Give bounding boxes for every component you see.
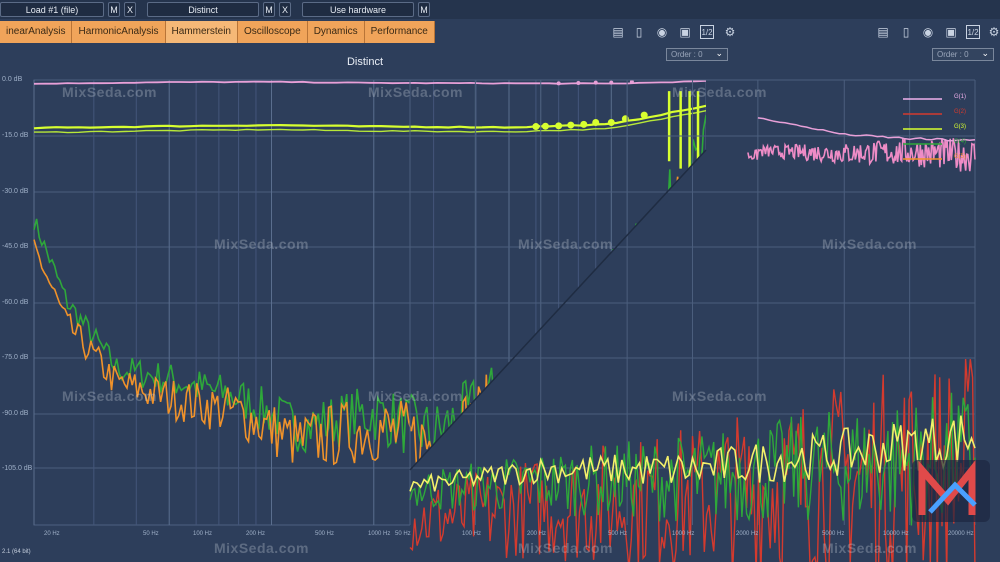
one-half-icon[interactable]: 1/2	[700, 25, 714, 39]
series-point	[580, 120, 588, 128]
camera-icon[interactable]: ▣	[945, 25, 957, 39]
x-tick-label: 2000 Hz	[736, 531, 759, 537]
eye-icon[interactable]: ◉	[922, 25, 934, 39]
tab-performance[interactable]: Performance	[364, 21, 435, 43]
series-point	[609, 80, 614, 85]
use-hardware-button[interactable]: Use hardware	[302, 2, 414, 17]
x-tick-label: 100 Hz	[193, 531, 213, 537]
watermark-text: MixSeda.com	[62, 388, 157, 404]
watermark-text: MixSeda.com	[822, 236, 917, 252]
series-point	[629, 79, 634, 84]
series-point	[576, 80, 581, 85]
series-point	[532, 123, 540, 131]
load-file-button[interactable]: Load #1 (file)	[0, 2, 104, 17]
gear-icon[interactable]: ⚙	[724, 25, 736, 39]
y-tick-label: -105.0 dB	[2, 465, 33, 472]
version-footer: 2.1 (64 bit)	[2, 549, 31, 555]
x-tick-label: 50 Hz	[143, 531, 159, 537]
series-point	[556, 81, 561, 86]
tab-harmonic-analysis[interactable]: HarmonicAnalysis	[72, 21, 166, 43]
series-line-g3	[409, 415, 976, 492]
close-button-2[interactable]: X	[279, 2, 291, 17]
chevron-down-icon: ⌄	[981, 48, 989, 58]
y-tick-label: 0.0 dB	[2, 76, 23, 83]
watermark-text: MixSeda.com	[518, 236, 613, 252]
series-point	[621, 115, 629, 123]
notes-icon[interactable]: ▤	[877, 25, 889, 39]
x-tick-label: 1000 Hz	[672, 531, 695, 537]
gear-icon[interactable]: ⚙	[988, 25, 1000, 39]
x-tick-label: 200 Hz	[246, 531, 266, 537]
mode-select[interactable]: Distinct	[147, 2, 259, 17]
series-line-g5	[409, 358, 976, 562]
y-tick-label: -90.0 dB	[2, 410, 29, 417]
legend-g3: G(3)	[954, 124, 966, 130]
tab-dynamics[interactable]: Dynamics	[307, 21, 365, 43]
series-point	[567, 121, 575, 129]
book-icon[interactable]: ▯	[635, 25, 643, 39]
series-line-g2	[747, 137, 976, 172]
divider-edge	[409, 149, 707, 471]
mute-button-3[interactable]: M	[418, 2, 430, 17]
watermark-text: MixSeda.com	[518, 540, 613, 556]
y-tick-label: -60.0 dB	[2, 299, 29, 306]
close-button-1[interactable]: X	[124, 2, 136, 17]
series-point	[607, 118, 615, 126]
x-tick-label: 20 Hz	[44, 531, 60, 537]
chart-title: Distinct	[346, 56, 384, 68]
legend-g5: G(5)	[954, 154, 966, 160]
series-line-g1	[757, 117, 976, 142]
series-point	[592, 118, 600, 126]
x-tick-label: 200 Hz	[527, 531, 547, 537]
watermark-text: MixSeda.com	[822, 540, 917, 556]
x-tick-label: 100 Hz	[462, 531, 482, 537]
logo-icon-mark	[918, 460, 976, 515]
y-tick-label: -15.0 dB	[2, 132, 29, 139]
watermark-text: MixSeda.com	[368, 84, 463, 100]
notes-icon[interactable]: ▤	[612, 25, 624, 39]
chevron-down-icon: ⌄	[715, 48, 723, 58]
mute-button-2[interactable]: M	[263, 2, 275, 17]
series-point	[640, 111, 648, 119]
watermark-text: MixSeda.com	[672, 388, 767, 404]
order-dropdown-right[interactable]: Order : 0 ⌄	[932, 48, 994, 61]
book-icon[interactable]: ▯	[902, 25, 910, 39]
analysis-tabs: inearAnalysis HarmonicAnalysis Hammerste…	[0, 21, 435, 43]
series-point	[555, 122, 563, 130]
watermark-text: MixSeda.com	[672, 84, 767, 100]
series-line-yellow-2	[34, 110, 707, 134]
camera-icon[interactable]: ▣	[679, 25, 691, 39]
legend-g2: G(2)	[954, 109, 966, 115]
tab-hammerstein[interactable]: Hammerstein	[165, 21, 238, 43]
y-tick-label: -45.0 dB	[2, 243, 29, 250]
x-tick-label: 500 Hz	[315, 531, 335, 537]
watermark-text: MixSeda.com	[214, 540, 309, 556]
order-dropdown-label: Order : 0	[671, 50, 703, 59]
x-tick-label: 500 Hz	[608, 531, 628, 537]
tab-linear-analysis[interactable]: inearAnalysis	[0, 21, 73, 43]
y-tick-label: -75.0 dB	[2, 354, 29, 361]
order-dropdown-left[interactable]: Order : 0 ⌄	[666, 48, 728, 61]
watermark-text: MixSeda.com	[62, 84, 157, 100]
watermark-text: MixSeda.com	[214, 236, 309, 252]
series-point	[541, 122, 549, 130]
one-half-icon[interactable]: 1/2	[966, 25, 980, 39]
legend-g4: G(4)	[954, 139, 966, 145]
tab-oscilloscope[interactable]: Oscilloscope	[237, 21, 308, 43]
x-tick-label: 5000 Hz	[822, 531, 845, 537]
legend-g1: G(1)	[954, 94, 966, 100]
series-point	[593, 80, 598, 85]
order-dropdown-label: Order : 0	[937, 50, 969, 59]
x-tick-label: 10000 Hz	[883, 531, 909, 537]
mute-button-1[interactable]: M	[108, 2, 120, 17]
y-tick-label: -30.0 dB	[2, 188, 29, 195]
x-tick-label: 20000 Hz	[948, 531, 974, 537]
eye-icon[interactable]: ◉	[656, 25, 668, 39]
x-tick-label: 50 Hz	[395, 531, 411, 537]
watermark-text: MixSeda.com	[368, 388, 463, 404]
x-tick-label: 1000 Hz	[368, 531, 391, 537]
series-line-yellow	[33, 104, 707, 130]
logo-icon-accent	[928, 481, 977, 514]
